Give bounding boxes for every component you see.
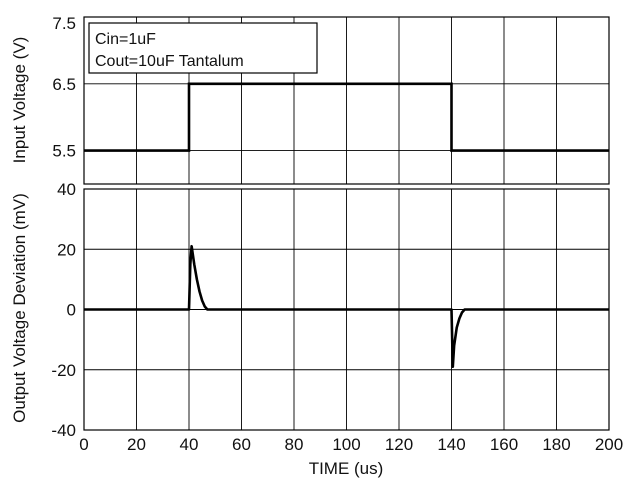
x-tick-label: 200 bbox=[595, 435, 623, 454]
x-tick-label: 180 bbox=[542, 435, 570, 454]
output-deviation-y-tick-label: -40 bbox=[51, 421, 76, 440]
input-voltage-plot-frame bbox=[83, 16, 610, 185]
input-voltage-y-tick-labels: 5.5 6.5 7.5 bbox=[52, 14, 76, 161]
legend-entry-cout: Cout=10uF Tantalum bbox=[95, 53, 244, 70]
x-axis-title: TIME (us) bbox=[309, 459, 384, 478]
legend: Cin=1uF Cout=10uF Tantalum bbox=[88, 22, 318, 74]
legend-box bbox=[88, 22, 318, 74]
input-voltage-series-line bbox=[84, 82, 609, 152]
input-voltage-y-tick-label: 6.5 bbox=[52, 75, 76, 94]
x-tick-label: 0 bbox=[79, 435, 88, 454]
x-tick-label: 60 bbox=[232, 435, 251, 454]
x-tick-label: 140 bbox=[437, 435, 465, 454]
output-deviation-y-tick-label: 20 bbox=[57, 240, 76, 259]
x-tick-label: 40 bbox=[180, 435, 199, 454]
output-deviation-y-tick-label: 40 bbox=[57, 180, 76, 199]
output-deviation-y-axis-title: Output Voltage Deviation (mV) bbox=[10, 193, 29, 423]
input-voltage-y-axis-title: Input Voltage (V) bbox=[10, 37, 29, 164]
input-voltage-panel: 5.5 6.5 7.5 Cin=1uF Cout=10uF Tantalum Inp… bbox=[10, 14, 610, 185]
input-voltage-y-tick-label: 7.5 bbox=[52, 14, 76, 33]
legend-entry-cin: Cin=1uF bbox=[95, 31, 156, 48]
x-tick-label: 100 bbox=[332, 435, 360, 454]
x-tick-label: 160 bbox=[490, 435, 518, 454]
x-tick-label: 20 bbox=[127, 435, 146, 454]
x-tick-label: 80 bbox=[285, 435, 304, 454]
time-x-tick-labels: 0 20 40 60 80 100 120 140 160 180 200 bbox=[79, 435, 623, 454]
input-voltage-y-tick-label: 5.5 bbox=[52, 142, 76, 161]
output-deviation-y-tick-label: -20 bbox=[51, 361, 76, 380]
output-deviation-y-tick-labels: -40 -20 0 20 40 bbox=[51, 180, 76, 440]
output-deviation-y-tick-label: 0 bbox=[67, 301, 76, 320]
output-deviation-series-line bbox=[84, 244, 609, 369]
x-tick-label: 120 bbox=[385, 435, 413, 454]
